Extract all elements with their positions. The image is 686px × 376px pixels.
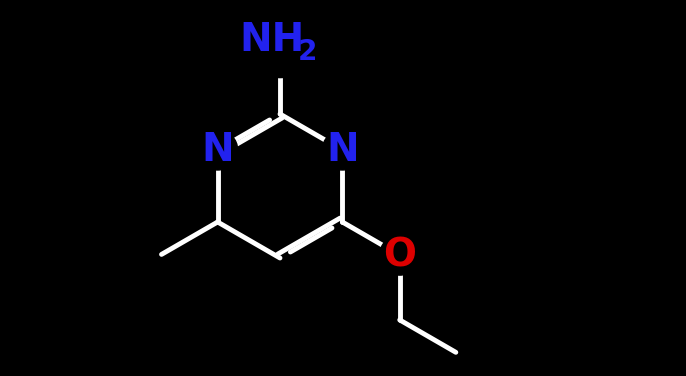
- Text: O: O: [383, 236, 416, 274]
- Circle shape: [380, 235, 420, 275]
- Circle shape: [322, 130, 362, 170]
- Text: NH: NH: [239, 21, 305, 59]
- Text: N: N: [201, 131, 234, 169]
- Text: N: N: [326, 131, 359, 169]
- Circle shape: [198, 130, 237, 170]
- Text: 2: 2: [297, 38, 317, 65]
- Circle shape: [248, 14, 312, 77]
